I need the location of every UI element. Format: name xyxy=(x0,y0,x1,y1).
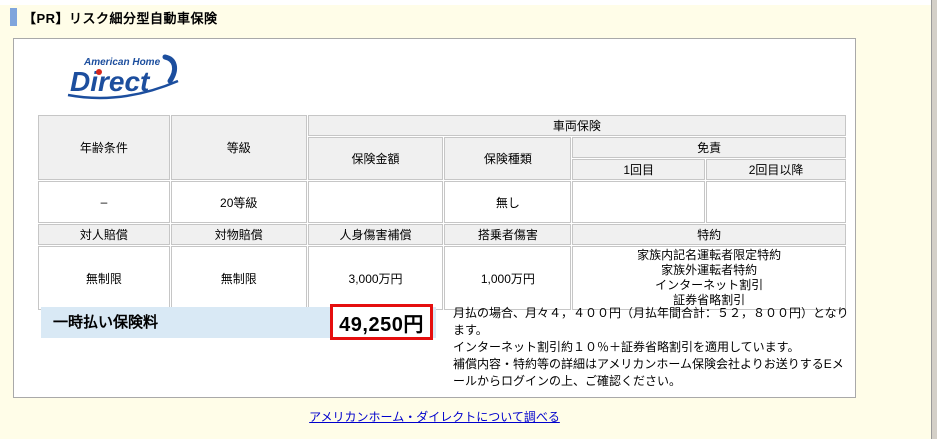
premium-label: 一時払い保険料 xyxy=(53,314,159,331)
cell-age-condition: – xyxy=(38,181,170,223)
premium-amount-box: 49,250円 xyxy=(330,304,433,340)
header-vehicle-insurance: 車両保険 xyxy=(307,115,846,136)
header-bodily-injury: 対人賠償 xyxy=(38,224,170,245)
footer-link-row: アメリカンホーム・ダイレクトについて調べる xyxy=(13,408,856,426)
cell-insurance-type: 無し xyxy=(444,181,572,223)
premium-notes: 月払の場合、月々４，４００円（月払年間合計：５２，８００円）となります。 インタ… xyxy=(453,305,851,390)
note-line-discount: インターネット割引約１０％＋証券省略割引を適用しています。 xyxy=(453,340,800,354)
header-personal-injury: 人身傷害補償 xyxy=(307,224,444,245)
header-age-condition: 年齢条件 xyxy=(38,115,170,180)
table-row: – 20等級 無し xyxy=(38,181,846,223)
header-deductible: 免責 xyxy=(572,137,846,158)
cell-grade: 20等級 xyxy=(170,181,307,223)
logo-main-text: Direct xyxy=(70,66,151,97)
cell-personal-injury: 3,000万円 xyxy=(307,246,444,310)
header-deductible-first: 1回目 xyxy=(572,159,706,180)
premium-amount: 49,250円 xyxy=(339,313,424,336)
note-line-details: 補償内容・特約等の詳細はアメリカンホーム保険会社よりお送りするEメールからログイ… xyxy=(453,357,844,388)
cell-property-damage: 無制限 xyxy=(170,246,307,310)
insurance-quote-table: 年齢条件 等級 車両保険 保険金額 保険種類 免責 1回目 2回目以降 – 20… xyxy=(37,114,847,311)
american-home-direct-logo[interactable]: American Home Direct xyxy=(62,49,192,107)
header-insurance-type: 保険種類 xyxy=(444,137,572,180)
cell-riders: 家族内記名運転者限定特約 家族外運転者特約 インターネット割引 証券省略割引 xyxy=(572,246,846,310)
logo-i-dot xyxy=(96,69,102,75)
cell-bodily-injury: 無制限 xyxy=(38,246,170,310)
about-american-home-direct-link[interactable]: アメリカンホーム・ダイレクトについて調べる xyxy=(309,410,560,424)
top-edge-strip xyxy=(0,0,937,5)
logo-top-text: American Home xyxy=(83,57,161,68)
header-deductible-second: 2回目以降 xyxy=(706,159,846,180)
title-accent-bar xyxy=(10,8,17,26)
note-line-monthly: 月払の場合、月々４，４００円（月払年間合計：５２，８００円）となります。 xyxy=(453,306,849,337)
logo-phone-hook xyxy=(162,54,178,84)
header-grade: 等級 xyxy=(170,115,307,180)
table-row: 無制限 無制限 3,000万円 1,000万円 家族内記名運転者限定特約 家族外… xyxy=(38,246,846,310)
cell-deductible-second xyxy=(706,181,846,223)
section-title-bar: 【PR】リスク細分型自動車保険 xyxy=(10,7,218,27)
cell-insurance-amount xyxy=(307,181,444,223)
logo-swoosh xyxy=(67,79,179,100)
cell-deductible-first xyxy=(572,181,706,223)
header-insurance-amount: 保険金額 xyxy=(307,137,444,180)
right-edge-strip xyxy=(931,0,937,439)
header-property-damage: 対物賠償 xyxy=(170,224,307,245)
quote-panel: American Home Direct 年齢条件 等級 車両保険 保険金額 保… xyxy=(13,38,856,398)
header-riders: 特約 xyxy=(572,224,846,245)
page-title: 【PR】リスク細分型自動車保険 xyxy=(23,10,218,26)
logo-graphic: American Home Direct xyxy=(67,54,179,100)
header-passenger-injury: 搭乗者傷害 xyxy=(444,224,572,245)
cell-passenger-injury: 1,000万円 xyxy=(444,246,572,310)
